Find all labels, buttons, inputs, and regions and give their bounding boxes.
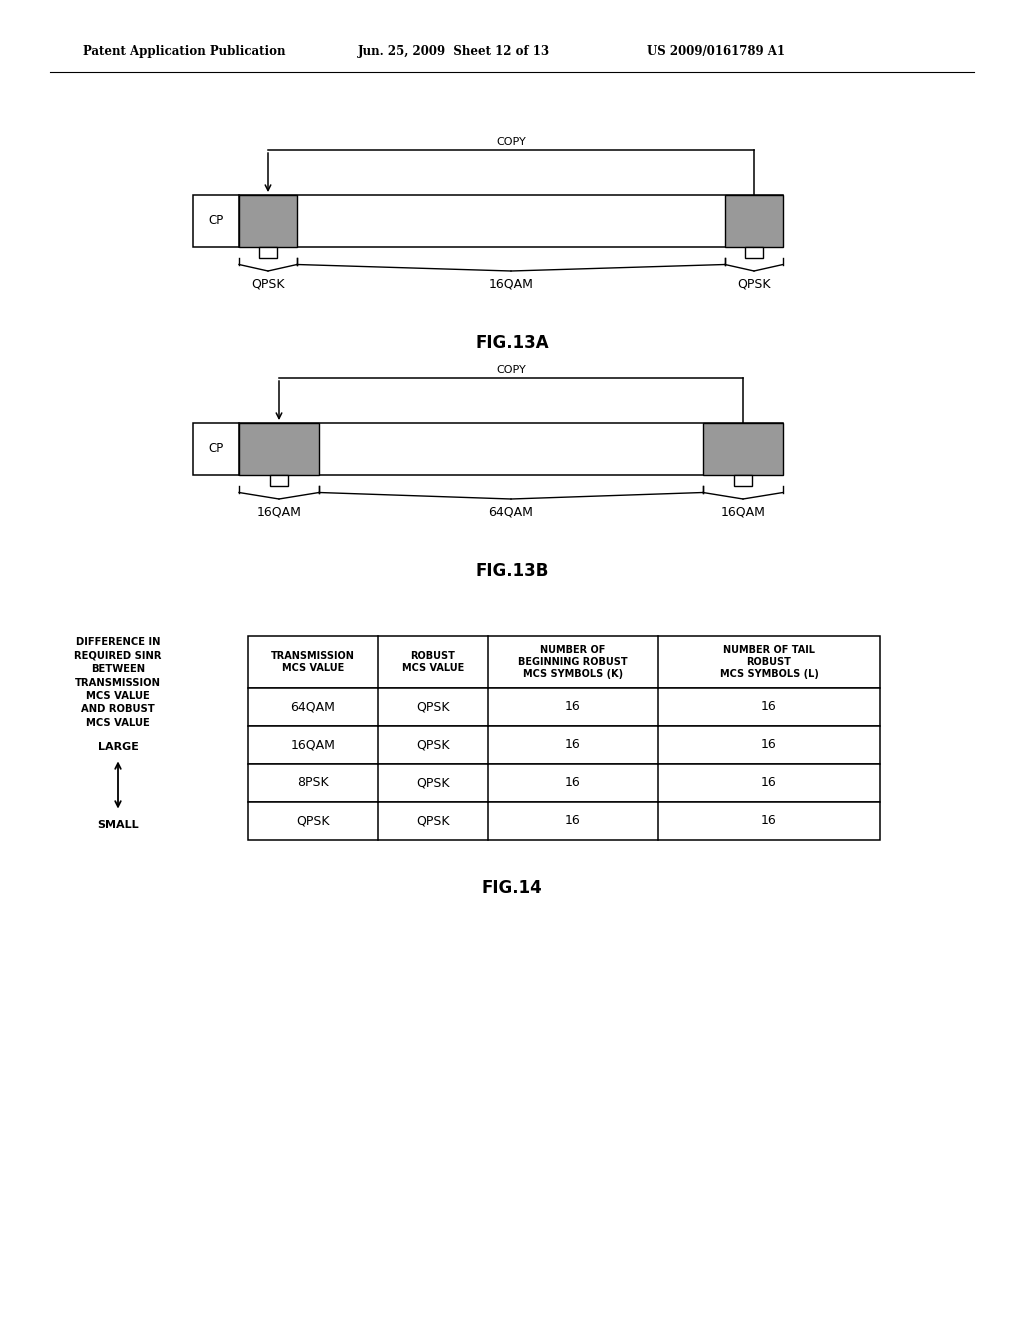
Text: CP: CP [208, 442, 223, 455]
Text: FIG.13A: FIG.13A [475, 334, 549, 352]
Bar [259, 247, 278, 257]
Text: US 2009/0161789 A1: US 2009/0161789 A1 [647, 45, 785, 58]
Text: 16: 16 [761, 776, 777, 789]
Text: QPSK: QPSK [416, 701, 450, 714]
Bar [703, 422, 783, 475]
Text: NUMBER OF TAIL
ROBUST
MCS SYMBOLS (L): NUMBER OF TAIL ROBUST MCS SYMBOLS (L) [720, 644, 818, 680]
Text: CP: CP [208, 214, 223, 227]
Bar [239, 195, 783, 247]
Bar [248, 803, 880, 840]
Bar [248, 726, 880, 764]
Text: 64QAM: 64QAM [488, 506, 534, 519]
Bar [239, 422, 319, 475]
Text: DIFFERENCE IN: DIFFERENCE IN [76, 638, 160, 647]
Text: MCS VALUE: MCS VALUE [86, 690, 150, 701]
Text: LARGE: LARGE [97, 742, 138, 751]
Bar [239, 422, 319, 475]
Text: TRANSMISSION: TRANSMISSION [75, 677, 161, 688]
Bar [734, 475, 752, 486]
Text: Jun. 25, 2009  Sheet 12 of 13: Jun. 25, 2009 Sheet 12 of 13 [358, 45, 550, 58]
Bar [193, 422, 239, 475]
Text: 16: 16 [565, 814, 581, 828]
Text: COPY: COPY [496, 137, 526, 147]
Text: 16QAM: 16QAM [257, 506, 301, 519]
Bar [239, 422, 783, 475]
Text: 16: 16 [761, 814, 777, 828]
Text: REQUIRED SINR: REQUIRED SINR [75, 651, 162, 660]
Text: SMALL: SMALL [97, 820, 139, 829]
Bar [725, 195, 783, 247]
Text: TRANSMISSION
MCS VALUE: TRANSMISSION MCS VALUE [271, 651, 355, 673]
Bar [248, 688, 880, 726]
Text: 16: 16 [761, 701, 777, 714]
Text: 16: 16 [565, 701, 581, 714]
Bar [703, 422, 783, 475]
Text: QPSK: QPSK [737, 277, 771, 290]
Text: ROBUST
MCS VALUE: ROBUST MCS VALUE [401, 651, 464, 673]
Text: BETWEEN: BETWEEN [91, 664, 145, 675]
Bar [745, 247, 763, 257]
Text: QPSK: QPSK [416, 738, 450, 751]
Text: 64QAM: 64QAM [291, 701, 336, 714]
Text: 16QAM: 16QAM [291, 738, 336, 751]
Bar [270, 475, 288, 486]
Text: MCS VALUE: MCS VALUE [86, 718, 150, 729]
Text: AND ROBUST: AND ROBUST [81, 705, 155, 714]
Text: FIG.14: FIG.14 [481, 879, 543, 898]
Text: NUMBER OF
BEGINNING ROBUST
MCS SYMBOLS (K): NUMBER OF BEGINNING ROBUST MCS SYMBOLS (… [518, 644, 628, 680]
Text: QPSK: QPSK [416, 776, 450, 789]
Text: 16: 16 [565, 776, 581, 789]
Bar [248, 764, 880, 803]
Text: 16QAM: 16QAM [721, 506, 765, 519]
Bar [725, 195, 783, 247]
Bar [239, 195, 297, 247]
Bar [239, 195, 297, 247]
Text: 16: 16 [761, 738, 777, 751]
Text: COPY: COPY [496, 366, 526, 375]
Text: 16QAM: 16QAM [488, 277, 534, 290]
Text: QPSK: QPSK [251, 277, 285, 290]
Text: QPSK: QPSK [296, 814, 330, 828]
Text: FIG.13B: FIG.13B [475, 562, 549, 579]
Bar [248, 636, 880, 688]
Text: QPSK: QPSK [416, 814, 450, 828]
Text: 8PSK: 8PSK [297, 776, 329, 789]
Bar [193, 195, 239, 247]
Text: 16: 16 [565, 738, 581, 751]
Text: Patent Application Publication: Patent Application Publication [83, 45, 286, 58]
